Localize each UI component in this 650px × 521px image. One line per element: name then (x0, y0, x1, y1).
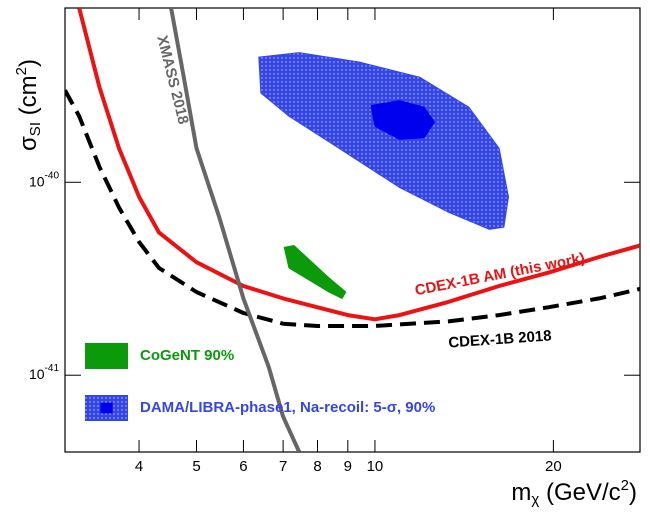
series-line (65, 89, 640, 328)
region (258, 52, 510, 230)
series-label: CDEX-1B 2018 (448, 327, 552, 351)
plot-frame (64, 7, 641, 453)
x-tick-label: 8 (313, 458, 321, 475)
legend-label: CoGeNT 90% (140, 347, 234, 364)
y-tick-label: 10-40 (29, 170, 59, 189)
y-tick-base: 10 (29, 366, 45, 382)
plot-area (65, 8, 640, 452)
x-tick-label: 5 (192, 458, 200, 475)
y-tick-exponent: -41 (45, 363, 60, 374)
series-line (77, 8, 640, 322)
legend-swatch (85, 343, 128, 369)
x-tick-label: 9 (344, 458, 352, 475)
region (370, 100, 436, 140)
y-tick-base: 10 (29, 173, 45, 189)
series-label: CDEX-1B AM (this work) (413, 250, 586, 300)
legend-swatch (100, 402, 113, 414)
x-tick-label: 7 (279, 458, 287, 475)
y-tick-exponent: -40 (45, 170, 60, 181)
x-tick-label: 4 (135, 458, 143, 475)
y-tick-label: 10-41 (29, 363, 59, 382)
x-tick-label: 10 (367, 458, 384, 475)
x-tick-label: 6 (239, 458, 247, 475)
x-axis-label: mχ (GeV/c2) (511, 477, 637, 508)
x-tick-label: 20 (545, 458, 562, 475)
region (283, 244, 347, 300)
y-axis-label: σSI (cm2) (13, 59, 44, 151)
legend-label: DAMA/LIBRA-phase1, Na-recoil: 5-σ, 90% (140, 399, 435, 416)
series-line (169, 8, 302, 452)
